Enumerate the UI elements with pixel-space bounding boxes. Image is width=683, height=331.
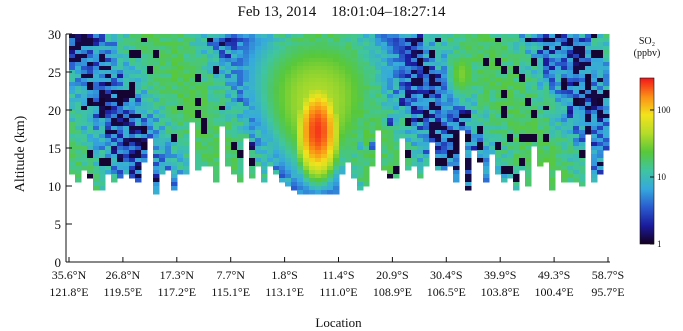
- x-tick-label-lon: 119.5°E: [104, 285, 143, 299]
- x-axis-label: Location: [315, 315, 362, 330]
- y-axis-label: Altitude (km): [13, 115, 28, 192]
- colorbar: [639, 77, 655, 245]
- heatmap-field: [69, 34, 610, 195]
- x-tick-label-lat: 30.4°S: [430, 268, 462, 282]
- y-tick-label: 10: [48, 179, 61, 194]
- x-tick-label-lat: 17.3°N: [160, 268, 195, 282]
- x-tick-label-lon: 117.2°E: [157, 285, 196, 299]
- colorbar-tick-label: 1: [657, 239, 662, 249]
- x-tick-label-lon: 115.1°E: [211, 285, 250, 299]
- y-tick-label: 15: [48, 141, 61, 156]
- y-tick-label: 30: [48, 27, 61, 42]
- colorbar-tick-label: 100: [657, 105, 671, 115]
- y-tick-label: 20: [48, 103, 61, 118]
- y-tick-label: 0: [55, 255, 62, 270]
- x-tick-label-lon: 121.8°E: [49, 285, 88, 299]
- x-tick-label-lon: 100.4°E: [535, 285, 574, 299]
- x-tick-label-lat: 35.6°N: [52, 268, 87, 282]
- y-tick-label: 5: [55, 217, 62, 232]
- colorbar-label: SO₂: [639, 36, 655, 47]
- x-tick-label-lat: 26.8°N: [106, 268, 141, 282]
- x-tick-label-lon: 103.8°E: [481, 285, 520, 299]
- x-tick-label-lon: 106.5°E: [427, 285, 466, 299]
- x-tick-label-lat: 11.4°S: [322, 268, 354, 282]
- x-tick-label-lat: 7.7°N: [216, 268, 245, 282]
- chart-title: Feb 13, 2014 18:01:04–18:27:14: [237, 4, 446, 20]
- y-tick-label: 25: [48, 65, 61, 80]
- x-tick-label-lat: 58.7°S: [592, 268, 624, 282]
- x-tick-label-lon: 108.9°E: [373, 285, 412, 299]
- x-tick-label-lon: 113.1°E: [265, 285, 304, 299]
- x-tick-label-lat: 1.8°S: [271, 268, 297, 282]
- x-tick-label-lon: 111.0°E: [319, 285, 357, 299]
- x-tick-label-lat: 39.9°S: [484, 268, 516, 282]
- x-tick-label-lon: 95.7°E: [591, 285, 624, 299]
- colorbar-unit: (ppbv): [634, 48, 661, 59]
- x-tick-label-lat: 49.3°S: [538, 268, 570, 282]
- colorbar-tick-label: 10: [657, 172, 667, 182]
- x-tick-label-lat: 20.9°S: [376, 268, 408, 282]
